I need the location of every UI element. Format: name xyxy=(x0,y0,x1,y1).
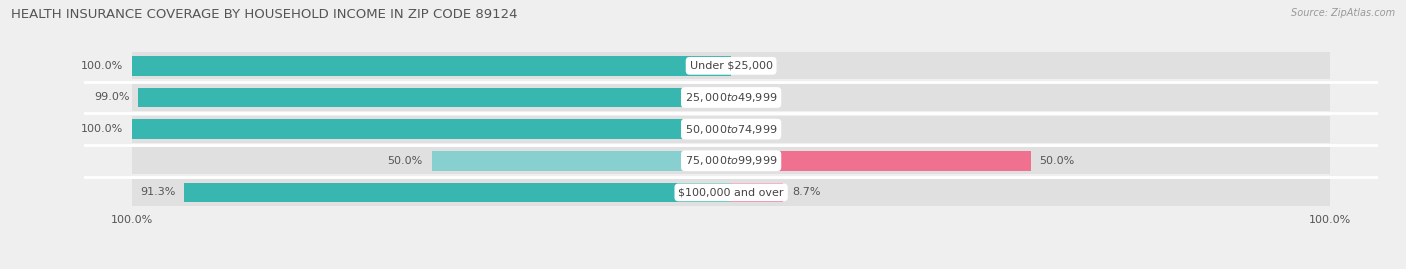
Bar xyxy=(731,84,1330,111)
Bar xyxy=(132,84,731,111)
Bar xyxy=(132,56,731,76)
Bar xyxy=(132,52,731,79)
Text: $100,000 and over: $100,000 and over xyxy=(678,187,785,197)
Text: $50,000 to $74,999: $50,000 to $74,999 xyxy=(685,123,778,136)
Bar xyxy=(184,183,731,202)
Bar xyxy=(731,147,1330,174)
Text: 91.3%: 91.3% xyxy=(141,187,176,197)
Text: 0.98%: 0.98% xyxy=(747,93,782,102)
Bar xyxy=(432,151,731,171)
Bar xyxy=(731,116,1330,143)
Text: 99.0%: 99.0% xyxy=(94,93,129,102)
Bar xyxy=(132,179,731,206)
Bar xyxy=(731,52,1330,79)
Bar xyxy=(731,183,783,202)
Bar xyxy=(132,116,731,143)
Text: 100.0%: 100.0% xyxy=(82,61,124,71)
Text: 0.0%: 0.0% xyxy=(740,124,768,134)
Bar xyxy=(132,119,731,139)
Text: $75,000 to $99,999: $75,000 to $99,999 xyxy=(685,154,778,167)
Text: Under $25,000: Under $25,000 xyxy=(689,61,773,71)
Text: 100.0%: 100.0% xyxy=(82,124,124,134)
Bar xyxy=(731,179,1330,206)
Text: $25,000 to $49,999: $25,000 to $49,999 xyxy=(685,91,778,104)
Text: 50.0%: 50.0% xyxy=(388,156,423,166)
Text: HEALTH INSURANCE COVERAGE BY HOUSEHOLD INCOME IN ZIP CODE 89124: HEALTH INSURANCE COVERAGE BY HOUSEHOLD I… xyxy=(11,8,517,21)
Bar xyxy=(132,147,731,174)
Bar xyxy=(731,88,737,107)
Text: Source: ZipAtlas.com: Source: ZipAtlas.com xyxy=(1291,8,1395,18)
Text: 0.0%: 0.0% xyxy=(740,61,768,71)
Bar xyxy=(731,151,1031,171)
Bar xyxy=(138,88,731,107)
Text: 8.7%: 8.7% xyxy=(792,187,821,197)
Text: 50.0%: 50.0% xyxy=(1039,156,1074,166)
